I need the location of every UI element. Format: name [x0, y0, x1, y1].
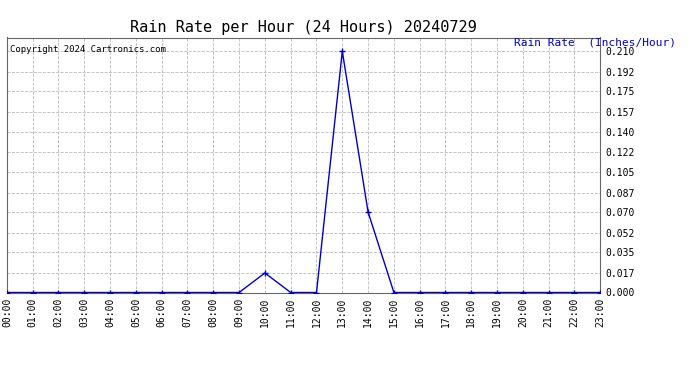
- Text: Copyright 2024 Cartronics.com: Copyright 2024 Cartronics.com: [10, 45, 166, 54]
- Text: Rain Rate  (Inches/Hour): Rain Rate (Inches/Hour): [514, 38, 676, 48]
- Title: Rain Rate per Hour (24 Hours) 20240729: Rain Rate per Hour (24 Hours) 20240729: [130, 20, 477, 35]
